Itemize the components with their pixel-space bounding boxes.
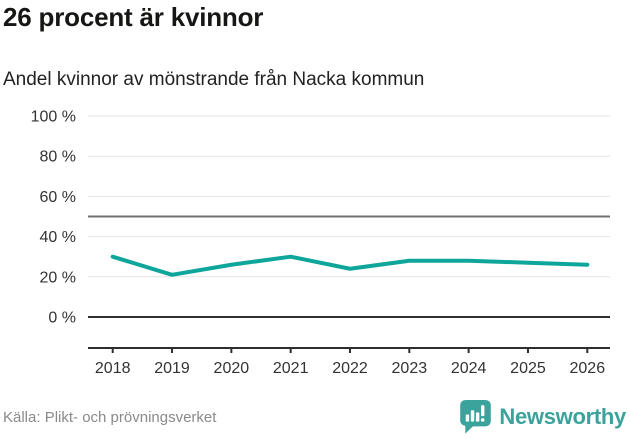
y-tick-label: 0 % [48,310,76,327]
data-series-line [110,254,590,277]
x-tick-label: 2025 [510,360,546,377]
newsworthy-logo[interactable]: Newsworthy [460,400,626,434]
x-tick-label: 2020 [214,360,250,377]
footer: Källa: Plikt- och prövningsverket Newswo… [3,399,626,435]
x-tick-label: 2022 [332,360,368,377]
newsworthy-wordmark: Newsworthy [499,404,626,429]
x-tick-label: 2023 [392,360,428,377]
x-tick-label: 2026 [570,360,606,377]
y-tick-label: 60 % [40,189,76,206]
x-tick-label: 2024 [451,360,487,377]
line-chart: 0 % 20 % 40 % 60 % 80 % 100 % 2018 2019 2020 2021… [31,109,610,377]
x-tick-label: 2021 [273,360,309,377]
x-tick-label: 2019 [154,360,190,377]
y-tick-label: 20 % [40,269,76,286]
chart-subtitle: Andel kvinnor av mönstrande från Nacka k… [3,69,425,90]
y-tick-label: 40 % [40,229,76,246]
x-tick-label: 2018 [95,360,131,377]
source-credit: Källa: Plikt- och prövningsverket [3,408,217,426]
bar-chart-exclamation-icon [466,405,485,422]
headline: 26 procent är kvinnor [3,2,264,32]
newsworthy-badge-icon [460,400,492,434]
y-tick-label: 80 % [40,149,76,166]
y-tick-label: 100 % [31,109,76,126]
